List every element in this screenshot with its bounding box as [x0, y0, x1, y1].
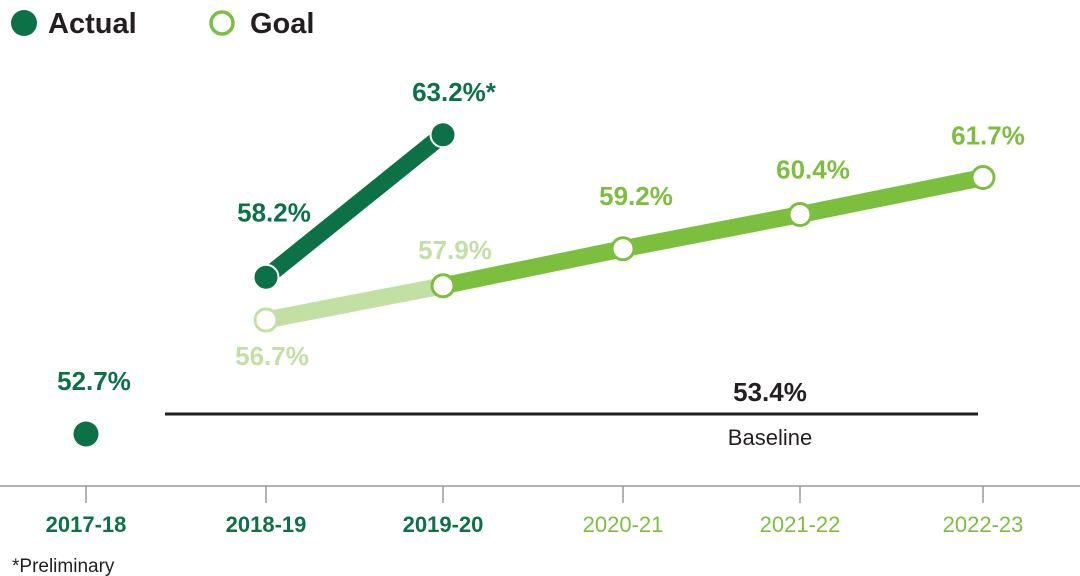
- data-labels: 52.7% 58.2% 63.2%* 56.7% 57.9% 59.2% 60.4% 61.7…: [57, 77, 1025, 396]
- legend-goal-label: Goal: [250, 8, 314, 40]
- goal-point: [253, 307, 279, 333]
- actual-label: 63.2%*: [412, 77, 497, 107]
- legend: Actual Goal: [11, 8, 314, 40]
- goal-line-segment: [264, 277, 445, 329]
- actual-point: [73, 421, 99, 447]
- legend-goal-marker-icon: [209, 10, 235, 36]
- actual-line-segment: [260, 128, 449, 284]
- footnote: *Preliminary: [12, 556, 115, 576]
- x-tick-label: 2018-19: [226, 512, 307, 537]
- actual-label: 52.7%: [57, 366, 131, 396]
- goal-point: [787, 202, 813, 228]
- goal-line-segment: [441, 240, 625, 295]
- goal-line-segment: [621, 206, 802, 258]
- goal-point: [970, 165, 996, 190]
- actual-label: 58.2%: [237, 197, 311, 227]
- goal-label: 57.9%: [418, 235, 492, 265]
- actual-point: [252, 263, 280, 291]
- baseline: 53.4% Baseline: [165, 377, 978, 450]
- goal-line-segment: [798, 169, 985, 223]
- x-axis: 2017-18 2018-19 2019-20 2020-21 2021-22 2022-…: [0, 485, 1080, 537]
- baseline-value-label: 53.4%: [733, 377, 807, 407]
- goal-point: [430, 273, 456, 299]
- legend-actual-marker-icon: [11, 10, 37, 36]
- x-tick-label: 2021-22: [760, 512, 841, 537]
- goal-label: 56.7%: [235, 341, 309, 371]
- x-tick-label: 2019-20: [403, 512, 484, 537]
- goal-label: 61.7%: [951, 121, 1025, 151]
- x-tick-label: 2020-21: [583, 512, 664, 537]
- goal-label: 59.2%: [599, 181, 673, 211]
- goal-series: [253, 165, 996, 333]
- goal-label: 60.4%: [776, 155, 850, 185]
- actual-series: [73, 121, 457, 447]
- goal-point: [610, 236, 636, 262]
- baseline-label: Baseline: [728, 425, 812, 450]
- x-tick-label: 2017-18: [46, 512, 127, 537]
- actual-point: [429, 121, 457, 149]
- legend-actual-label: Actual: [48, 8, 137, 40]
- x-tick-label: 2022-23: [943, 512, 1024, 537]
